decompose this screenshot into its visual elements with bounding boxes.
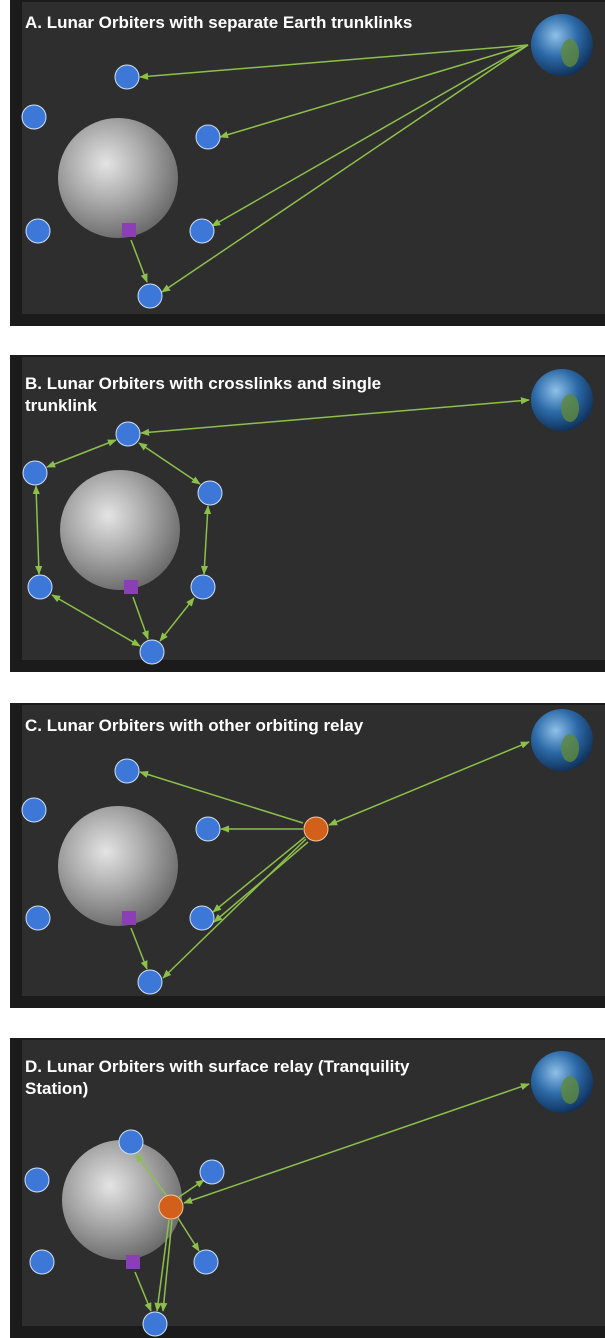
surface-asset: [126, 1255, 140, 1269]
lunar-orbiter: [23, 461, 47, 485]
lunar-orbiter: [194, 1250, 218, 1274]
earth: [531, 709, 593, 771]
earth-land: [561, 394, 579, 422]
panel-title: C. Lunar Orbiters with other orbiting re…: [25, 716, 364, 735]
panel-title: trunklink: [25, 396, 97, 415]
lunar-orbiter: [191, 575, 215, 599]
lunar-orbiter: [22, 105, 46, 129]
page: A. Lunar Orbiters with separate Earth tr…: [0, 0, 605, 1338]
lunar-orbiter: [116, 422, 140, 446]
lunar-orbiter: [115, 65, 139, 89]
panel-title: D. Lunar Orbiters with surface relay (Tr…: [25, 1057, 410, 1076]
lunar-orbiter: [198, 481, 222, 505]
earth: [531, 1051, 593, 1113]
surface-asset: [122, 911, 136, 925]
relay: [159, 1195, 183, 1219]
lunar-orbiter: [196, 817, 220, 841]
surface-asset: [122, 223, 136, 237]
lunar-orbiter: [115, 759, 139, 783]
panel-title: A. Lunar Orbiters with separate Earth tr…: [25, 13, 412, 32]
surface-asset: [124, 580, 138, 594]
lunar-orbiter: [138, 970, 162, 994]
lunar-orbiter: [22, 798, 46, 822]
lunar-orbiter: [143, 1312, 167, 1336]
lunar-orbiter: [119, 1130, 143, 1154]
moon: [58, 806, 178, 926]
panel-title: Station): [25, 1079, 88, 1098]
earth-land: [561, 1076, 579, 1104]
lunar-orbiter: [196, 125, 220, 149]
lunar-orbiter: [25, 1168, 49, 1192]
lunar-orbiter: [190, 219, 214, 243]
earth: [531, 14, 593, 76]
lunar-orbiter: [28, 575, 52, 599]
lunar-orbiter: [190, 906, 214, 930]
lunar-orbiter: [26, 219, 50, 243]
lunar-orbiter: [30, 1250, 54, 1274]
panel-title: B. Lunar Orbiters with crosslinks and si…: [25, 374, 381, 393]
earth-land: [561, 734, 579, 762]
earth-land: [561, 39, 579, 67]
lunar-orbiter: [26, 906, 50, 930]
earth: [531, 369, 593, 431]
moon: [60, 470, 180, 590]
moon: [58, 118, 178, 238]
relay: [304, 817, 328, 841]
lunar-orbiter: [200, 1160, 224, 1184]
lunar-orbiter: [140, 640, 164, 664]
lunar-orbiter: [138, 284, 162, 308]
diagram: A. Lunar Orbiters with separate Earth tr…: [0, 0, 605, 1338]
